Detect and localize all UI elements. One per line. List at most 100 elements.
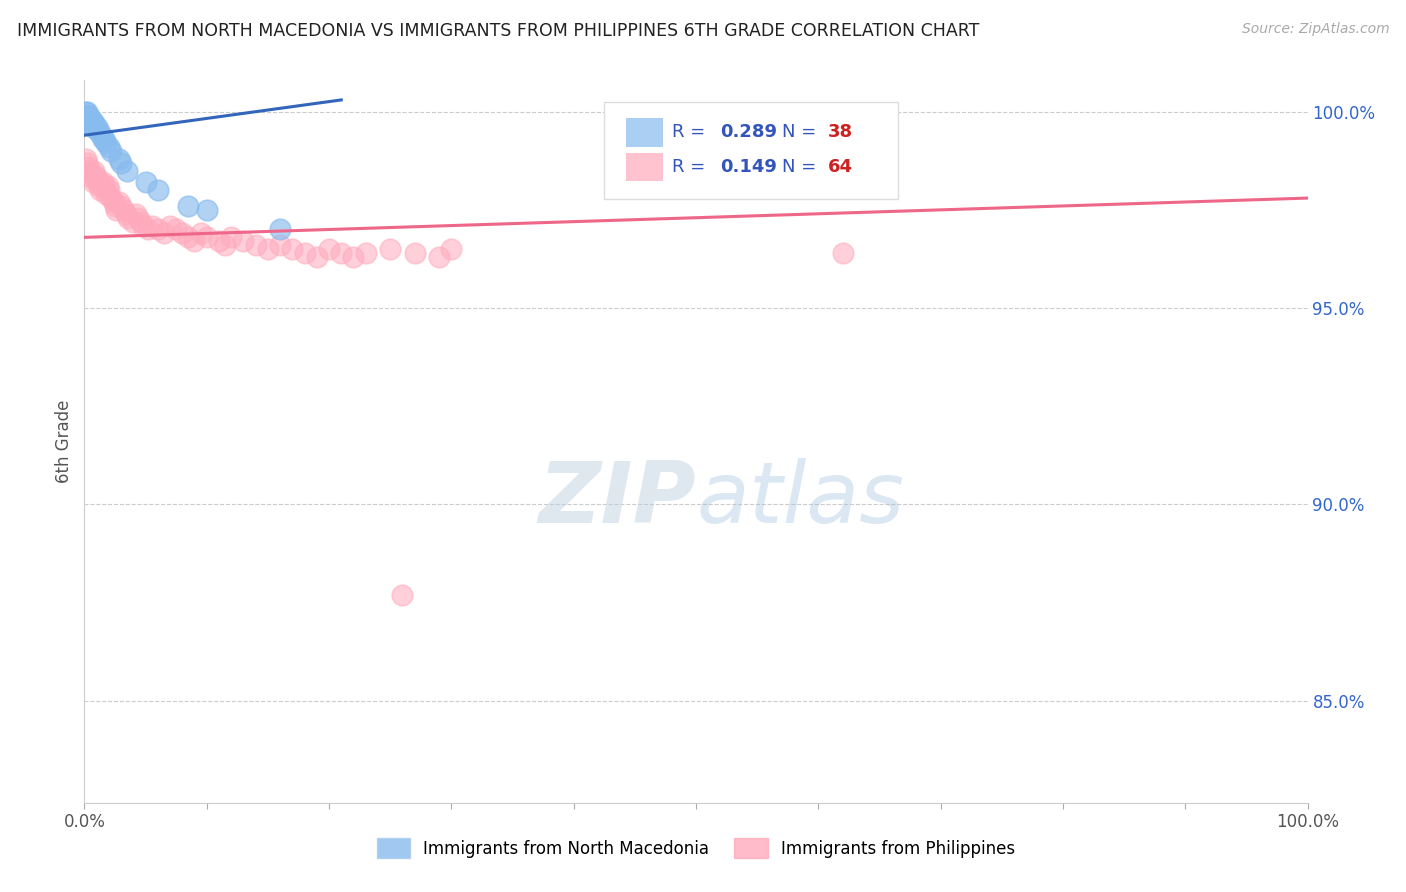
Text: 64: 64 (828, 158, 853, 176)
Text: N =: N = (782, 123, 821, 141)
Point (77, 160, 100, 174)
Point (107, 152, 129, 166)
Point (82, 120, 104, 135)
Point (214, 238, 236, 252)
Point (100, 191, 122, 205)
Point (294, 246, 316, 260)
Point (342, 250, 364, 264)
Point (159, 219, 181, 233)
Text: atlas: atlas (696, 458, 904, 541)
Point (132, 219, 155, 233)
Point (86, 120, 108, 135)
Point (94, 183, 117, 197)
Point (440, 242, 463, 256)
Point (83, 116, 105, 130)
Point (79, 112, 101, 127)
Point (305, 250, 328, 264)
FancyBboxPatch shape (605, 102, 898, 200)
Point (87, 175, 110, 189)
Point (107, 194, 129, 209)
Point (76, 109, 98, 123)
Point (77, 112, 100, 127)
Point (77, 109, 100, 123)
Point (110, 199, 132, 213)
Point (831, 246, 853, 260)
Point (153, 227, 176, 241)
Point (135, 175, 157, 189)
Point (77, 112, 100, 127)
Point (75, 109, 97, 123)
Point (380, 242, 402, 256)
Text: Source: ZipAtlas.com: Source: ZipAtlas.com (1241, 22, 1389, 37)
Point (165, 222, 187, 236)
Point (129, 214, 152, 228)
Point (219, 230, 242, 244)
Point (195, 230, 218, 244)
Point (93, 179, 115, 194)
Text: R =: R = (672, 123, 710, 141)
Point (84, 120, 107, 135)
Point (87, 124, 110, 138)
Point (330, 246, 353, 260)
Text: N =: N = (782, 158, 821, 176)
Point (90, 128, 112, 143)
Point (87, 179, 110, 194)
Point (77, 163, 100, 178)
Legend: Immigrants from North Macedonia, Immigrants from Philippines: Immigrants from North Macedonia, Immigra… (368, 830, 1024, 867)
Text: R =: R = (672, 158, 710, 176)
Point (404, 246, 426, 260)
Point (190, 227, 212, 241)
Point (76, 155, 98, 169)
Point (96, 136, 118, 150)
Point (257, 242, 280, 256)
Point (245, 238, 267, 252)
Point (76, 112, 98, 127)
Point (103, 194, 125, 209)
Point (82, 175, 104, 189)
Point (232, 234, 254, 248)
Point (117, 211, 139, 225)
Point (115, 163, 138, 178)
Point (97, 183, 120, 197)
Point (269, 222, 291, 236)
Point (93, 132, 115, 146)
Point (97, 140, 120, 154)
Point (136, 222, 159, 236)
Point (96, 187, 118, 202)
Point (172, 227, 194, 241)
Point (110, 155, 132, 169)
Point (146, 222, 169, 236)
Point (79, 116, 101, 130)
Point (127, 211, 149, 225)
Point (100, 144, 122, 158)
Point (80, 171, 103, 186)
Point (91, 132, 114, 146)
Point (104, 199, 127, 213)
Point (269, 238, 291, 252)
Point (97, 179, 120, 194)
Point (83, 163, 105, 178)
Point (80, 112, 103, 127)
Point (195, 202, 218, 217)
Text: IMMIGRANTS FROM NORTH MACEDONIA VS IMMIGRANTS FROM PHILIPPINES 6TH GRADE CORRELA: IMMIGRANTS FROM NORTH MACEDONIA VS IMMIG… (17, 22, 979, 40)
Point (75, 112, 97, 127)
Point (141, 219, 163, 233)
Point (112, 202, 135, 217)
Point (125, 207, 148, 221)
Point (122, 214, 145, 228)
Point (75, 104, 97, 119)
Point (91, 175, 114, 189)
Point (86, 171, 108, 186)
Point (89, 183, 111, 197)
Point (183, 234, 205, 248)
Point (77, 109, 100, 123)
Y-axis label: 6th Grade: 6th Grade (55, 400, 73, 483)
Point (318, 242, 340, 256)
Point (77, 116, 100, 130)
FancyBboxPatch shape (626, 118, 664, 147)
Point (77, 116, 100, 130)
Point (82, 116, 104, 130)
FancyBboxPatch shape (626, 153, 664, 181)
Point (354, 246, 377, 260)
Point (281, 242, 304, 256)
